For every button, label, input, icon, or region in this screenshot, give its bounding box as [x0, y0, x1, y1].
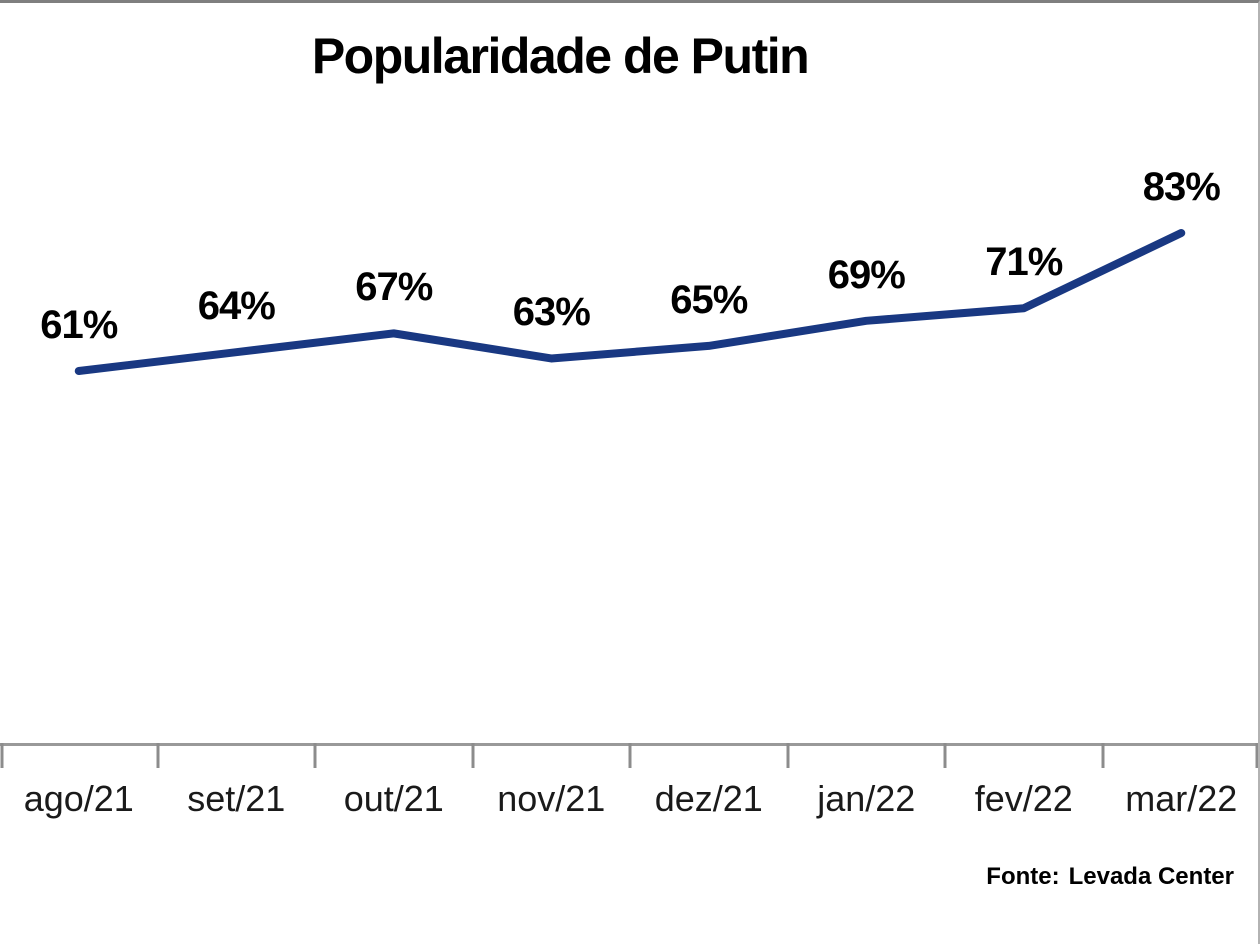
source-prefix: Fonte: — [986, 863, 1060, 890]
data-label: 83% — [1142, 165, 1221, 209]
x-axis-labels: ago/21 set/21 out/21 nov/21 dez/21 jan/22 fev/… — [0, 778, 1258, 828]
axis-tick — [1255, 743, 1258, 768]
axis-tick — [313, 743, 317, 768]
data-label: 63% — [512, 290, 591, 335]
axis-tick — [628, 743, 632, 768]
x-axis-label: out/21 — [343, 778, 444, 819]
source-note: Fonte: Levada Center — [986, 863, 1234, 891]
x-axis-label: dez/21 — [654, 778, 763, 819]
trend-line-plot — [74, 229, 1186, 375]
axis-tick — [471, 743, 474, 768]
x-axis-label: nov/21 — [497, 778, 606, 819]
data-label: 67% — [355, 265, 433, 310]
axis-tick — [1101, 743, 1104, 768]
x-axis-label: set/21 — [187, 778, 286, 819]
data-label: 69% — [827, 252, 906, 297]
chart-title: Popularidade de Putin — [311, 28, 810, 84]
trend-line-path — [74, 229, 1186, 375]
x-axis-ticks — [0, 743, 1258, 769]
axis-tick — [156, 743, 159, 768]
x-axis-label: ago/21 — [23, 778, 134, 819]
axis-tick — [0, 743, 4, 768]
axis-tick — [943, 743, 947, 768]
data-label: 71% — [985, 240, 1063, 285]
axis-tick — [786, 743, 789, 768]
x-axis-label: fev/22 — [974, 778, 1073, 819]
data-label: 65% — [670, 277, 748, 322]
x-axis-label: mar/22 — [1125, 778, 1238, 819]
source-name: Levada Center — [1068, 863, 1234, 890]
data-label: 64% — [197, 284, 276, 329]
x-axis-label: jan/22 — [817, 778, 916, 819]
data-label: 61% — [40, 303, 118, 347]
